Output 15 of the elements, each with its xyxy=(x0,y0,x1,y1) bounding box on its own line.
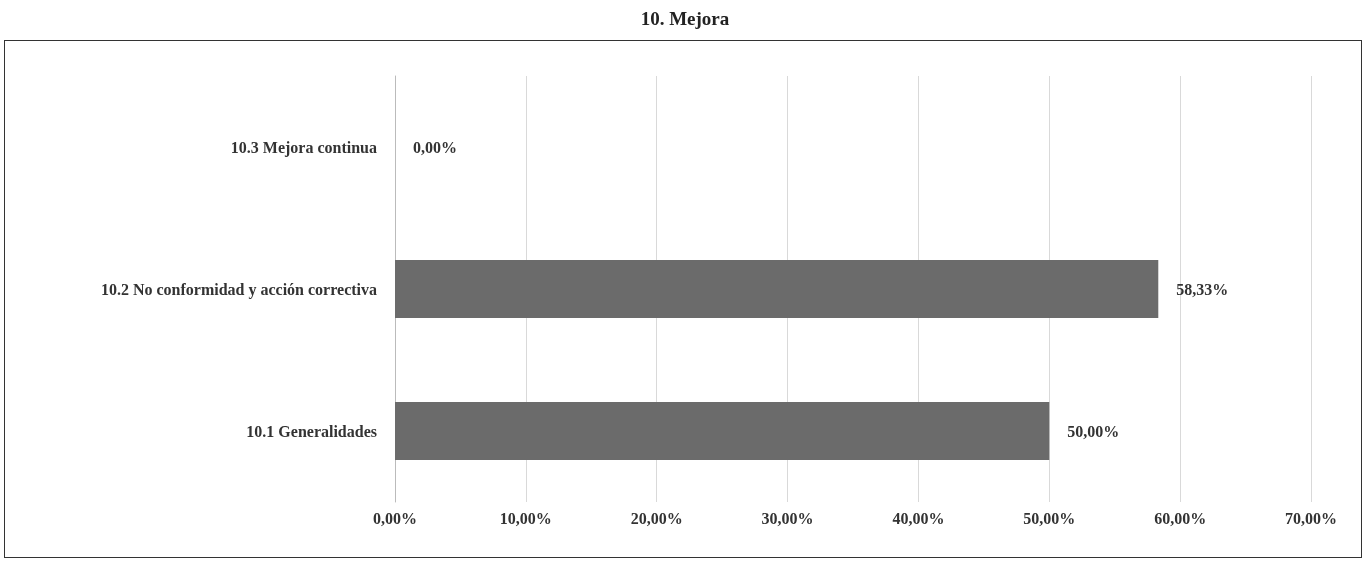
x-tick-label: 60,00% xyxy=(1154,509,1207,527)
x-tick-label: 40,00% xyxy=(892,509,945,527)
x-tick-label: 10,00% xyxy=(499,509,552,527)
x-tick-label: 30,00% xyxy=(761,509,814,527)
data-label: 58,33% xyxy=(1176,280,1229,298)
y-tick-label: 10.3 Mejora continua xyxy=(230,138,377,157)
y-tick-label: 10.1 Generalidades xyxy=(246,422,377,440)
data-label: 50,00% xyxy=(1067,422,1120,440)
x-tick-label: 0,00% xyxy=(373,509,417,527)
x-tick-label: 50,00% xyxy=(1023,509,1076,527)
y-tick-label: 10.2 No conformidad y acción correctiva xyxy=(100,280,377,299)
x-tick-label: 20,00% xyxy=(630,509,683,527)
data-label: 0,00% xyxy=(413,138,457,156)
chart-title: 10. Mejora xyxy=(639,8,731,30)
x-tick-label: 70,00% xyxy=(1285,509,1337,527)
